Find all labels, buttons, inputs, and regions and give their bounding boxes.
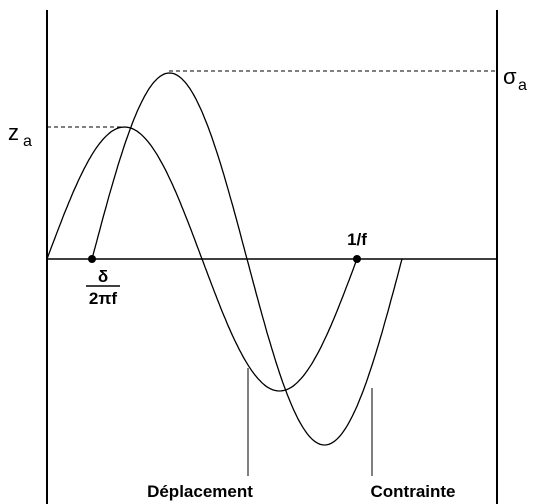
- sigma-symbol: σ: [503, 64, 517, 89]
- stress-label: Contrainte: [371, 482, 456, 501]
- stress-curve: [91, 72, 403, 446]
- displacement-label: Déplacement: [147, 482, 253, 501]
- phase-point: [88, 255, 96, 263]
- period-label: 1/f: [347, 230, 367, 249]
- phase-numerator: δ: [98, 267, 108, 286]
- period-point: [353, 255, 361, 263]
- za-symbol: z: [8, 120, 19, 145]
- phase-denominator: 2πf: [89, 289, 117, 308]
- za-subscript: a: [23, 133, 32, 150]
- displacement-curve: [46, 126, 358, 392]
- sigma-subscript: a: [518, 77, 527, 94]
